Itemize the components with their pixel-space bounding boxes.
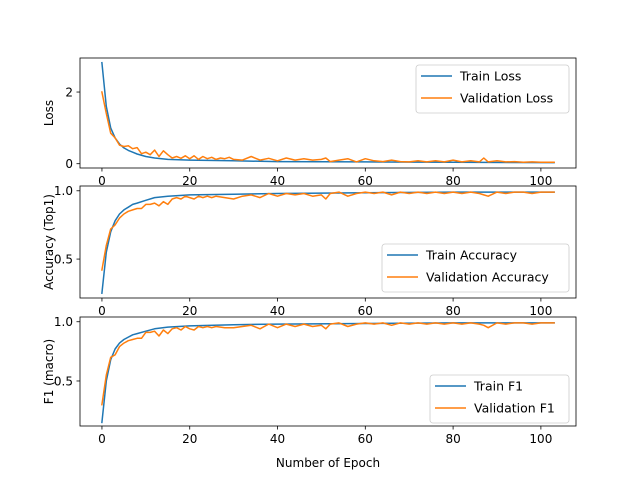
loss-axes-frame bbox=[79, 57, 577, 169]
train-f1-legend-label: Train F1 bbox=[473, 379, 523, 394]
f1-series-lines bbox=[101, 322, 555, 424]
accuracy-series-lines bbox=[101, 191, 555, 295]
accuracy-panel: 0 20 40 60 80 100 0.5 1.0 Accuracy (Top1) Train… bbox=[42, 184, 577, 318]
accuracy-y-axis-label: Accuracy (Top1) bbox=[42, 194, 56, 290]
accuracy-x-tick-label-0: 0 bbox=[98, 304, 106, 318]
f1-x-tick-label-20: 20 bbox=[182, 432, 197, 446]
accuracy-x-tick-label-20: 20 bbox=[182, 304, 197, 318]
f1-x-axis-label: Number of Epoch bbox=[276, 456, 380, 470]
loss-panel: 0 20 40 60 80 100 0 2 Loss Train Loss Validatio… bbox=[42, 57, 577, 188]
accuracy-legend-box bbox=[381, 243, 570, 293]
accuracy-x-tick-label-40: 40 bbox=[270, 304, 285, 318]
f1-x-tick-label-80: 80 bbox=[445, 432, 460, 446]
loss-x-tick-label-100: 100 bbox=[529, 174, 552, 188]
loss-y-axis-label: Loss bbox=[42, 100, 56, 126]
accuracy-axes-frame bbox=[79, 185, 577, 299]
f1-y-tick-label-1: 1.0 bbox=[54, 315, 73, 329]
f1-tick-marks: 0 20 40 60 80 100 0.5 1.0 bbox=[54, 315, 552, 446]
f1-y-tick-label-0.5: 0.5 bbox=[54, 374, 73, 388]
loss-y-tick-label-0: 0 bbox=[65, 157, 73, 171]
f1-train-line bbox=[101, 322, 555, 424]
f1-x-tick-label-60: 60 bbox=[358, 432, 373, 446]
accuracy-x-tick-label-80: 80 bbox=[445, 304, 460, 318]
loss-x-tick-label-40: 40 bbox=[270, 174, 285, 188]
loss-series-lines bbox=[101, 61, 555, 164]
validation-accuracy-legend-label: Validation Accuracy bbox=[426, 270, 549, 285]
f1-x-tick-label-0: 0 bbox=[98, 432, 106, 446]
loss-x-tick-label-60: 60 bbox=[358, 174, 373, 188]
accuracy-tick-marks: 0 20 40 60 80 100 0.5 1.0 bbox=[54, 184, 552, 318]
f1-legend-box bbox=[429, 374, 570, 424]
f1-validation-line bbox=[101, 322, 555, 406]
loss-x-tick-label-20: 20 bbox=[182, 174, 197, 188]
accuracy-validation-line bbox=[101, 191, 555, 271]
accuracy-train-line bbox=[101, 191, 555, 295]
accuracy-x-tick-label-60: 60 bbox=[358, 304, 373, 318]
train-accuracy-legend-label: Train Accuracy bbox=[425, 248, 518, 263]
loss-x-tick-label-80: 80 bbox=[445, 174, 460, 188]
loss-x-tick-label-0: 0 bbox=[98, 174, 106, 188]
accuracy-y-tick-label-0.5: 0.5 bbox=[54, 252, 73, 266]
accuracy-x-tick-label-100: 100 bbox=[529, 304, 552, 318]
loss-y-tick-label-2: 2 bbox=[65, 85, 73, 99]
f1-axes-frame bbox=[79, 316, 577, 427]
f1-x-tick-label-40: 40 bbox=[270, 432, 285, 446]
validation-loss-legend-label: Validation Loss bbox=[460, 91, 553, 106]
loss-validation-line bbox=[101, 91, 555, 164]
loss-legend: Train Loss Validation Loss bbox=[415, 64, 570, 114]
loss-legend-box bbox=[415, 64, 570, 114]
loss-tick-marks: 0 20 40 60 80 100 0 2 bbox=[65, 85, 552, 188]
f1-legend: Train F1 Validation F1 bbox=[429, 374, 570, 424]
f1-y-axis-label: F1 (macro) bbox=[42, 339, 56, 404]
validation-f1-legend-label: Validation F1 bbox=[474, 401, 555, 416]
accuracy-y-tick-label-1: 1.0 bbox=[54, 184, 73, 198]
accuracy-legend: Train Accuracy Validation Accuracy bbox=[381, 243, 570, 293]
f1-x-tick-label-100: 100 bbox=[529, 432, 552, 446]
f1-panel: 0 20 40 60 80 100 0.5 1.0 F1 (macro) Number of … bbox=[42, 315, 577, 470]
train-loss-legend-label: Train Loss bbox=[459, 69, 521, 84]
